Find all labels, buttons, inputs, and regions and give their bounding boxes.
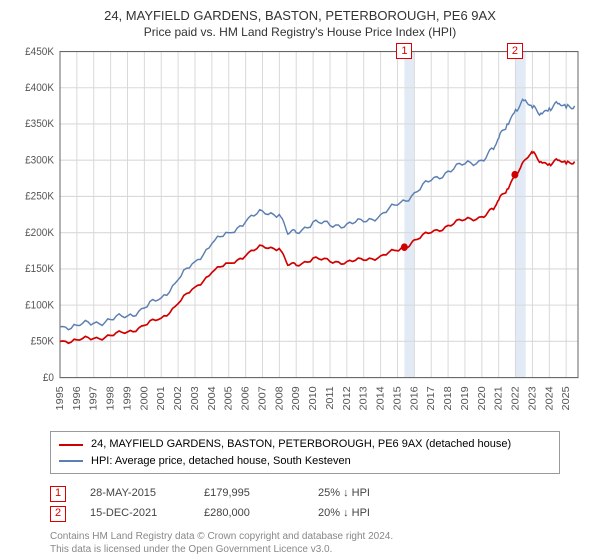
svg-text:1998: 1998 <box>106 386 117 410</box>
marker-price: £280,000 <box>204 504 294 524</box>
svg-text:£100K: £100K <box>25 300 54 311</box>
svg-text:2019: 2019 <box>460 386 471 410</box>
svg-text:2009: 2009 <box>292 386 303 410</box>
svg-text:2001: 2001 <box>157 386 168 410</box>
marker-pct: 25% ↓ HPI <box>318 484 408 504</box>
footer-line: This data is licensed under the Open Gov… <box>50 543 560 556</box>
svg-text:2011: 2011 <box>325 386 336 410</box>
svg-text:2008: 2008 <box>275 386 286 410</box>
svg-text:£350K: £350K <box>25 119 54 130</box>
svg-text:£50K: £50K <box>31 336 54 347</box>
legend-label: HPI: Average price, detached house, Sout… <box>91 453 351 470</box>
svg-text:1996: 1996 <box>72 386 83 410</box>
svg-text:2017: 2017 <box>427 386 438 410</box>
svg-text:2016: 2016 <box>410 386 421 410</box>
svg-text:2003: 2003 <box>190 386 201 410</box>
marker-date: 28-MAY-2015 <box>90 484 180 504</box>
marker-table: 1 28-MAY-2015 £179,995 25% ↓ HPI 2 15-DE… <box>50 484 560 524</box>
svg-text:£450K: £450K <box>25 46 54 57</box>
down-arrow-icon: ↓ <box>343 487 349 499</box>
chart-area: £0 £50K £100K £150K £200K £250K £300K £350K £400… <box>12 45 588 425</box>
marker-price: £179,995 <box>204 484 294 504</box>
marker-date: 15-DEC-2021 <box>90 504 180 524</box>
legend-label: 24, MAYFIELD GARDENS, BASTON, PETERBOROU… <box>91 436 511 453</box>
legend: 24, MAYFIELD GARDENS, BASTON, PETERBOROU… <box>50 431 560 474</box>
svg-text:2014: 2014 <box>376 386 387 410</box>
svg-text:2022: 2022 <box>511 386 522 410</box>
svg-text:1999: 1999 <box>123 386 134 410</box>
marker-row: 1 28-MAY-2015 £179,995 25% ↓ HPI <box>50 484 560 504</box>
svg-text:2018: 2018 <box>443 386 454 410</box>
marker-pct: 20% ↓ HPI <box>318 504 408 524</box>
chart-marker-box: 1 <box>396 43 412 59</box>
svg-text:2024: 2024 <box>545 386 556 410</box>
svg-text:2013: 2013 <box>359 386 370 410</box>
svg-text:2015: 2015 <box>393 386 404 410</box>
svg-text:2006: 2006 <box>241 386 252 410</box>
svg-text:2000: 2000 <box>140 386 151 410</box>
svg-text:2005: 2005 <box>224 386 235 410</box>
marker-row: 2 15-DEC-2021 £280,000 20% ↓ HPI <box>50 504 560 524</box>
chart-subtitle: Price paid vs. HM Land Registry's House … <box>12 25 588 39</box>
legend-swatch <box>59 460 83 462</box>
chart-title: 24, MAYFIELD GARDENS, BASTON, PETERBOROU… <box>12 8 588 23</box>
svg-text:£150K: £150K <box>25 264 54 275</box>
line-chart-svg: £0 £50K £100K £150K £200K £250K £300K £350K £400… <box>12 45 588 425</box>
legend-swatch <box>59 444 83 446</box>
chart-container: 24, MAYFIELD GARDENS, BASTON, PETERBOROU… <box>0 0 600 560</box>
svg-text:2012: 2012 <box>342 386 353 410</box>
svg-text:2025: 2025 <box>562 386 573 410</box>
svg-text:2023: 2023 <box>528 386 539 410</box>
svg-text:£200K: £200K <box>25 228 54 239</box>
footer-line: Contains HM Land Registry data © Crown c… <box>50 530 560 543</box>
marker-number-box: 2 <box>50 506 66 522</box>
legend-item: HPI: Average price, detached house, Sout… <box>59 453 551 470</box>
svg-text:2004: 2004 <box>207 386 218 410</box>
svg-text:£0: £0 <box>43 373 54 384</box>
down-arrow-icon: ↓ <box>343 507 349 519</box>
svg-text:2010: 2010 <box>308 386 319 410</box>
svg-text:£250K: £250K <box>25 191 54 202</box>
svg-text:2007: 2007 <box>258 386 269 410</box>
legend-item: 24, MAYFIELD GARDENS, BASTON, PETERBOROU… <box>59 436 551 453</box>
svg-text:2002: 2002 <box>173 386 184 410</box>
svg-text:£400K: £400K <box>25 83 54 94</box>
marker-number-box: 1 <box>50 486 66 502</box>
svg-text:1995: 1995 <box>55 386 66 410</box>
svg-text:£300K: £300K <box>25 155 54 166</box>
svg-text:2020: 2020 <box>477 386 488 410</box>
footer-attribution: Contains HM Land Registry data © Crown c… <box>50 530 560 556</box>
svg-text:1997: 1997 <box>89 386 100 410</box>
svg-text:2021: 2021 <box>494 386 505 410</box>
chart-marker-box: 2 <box>507 43 523 59</box>
